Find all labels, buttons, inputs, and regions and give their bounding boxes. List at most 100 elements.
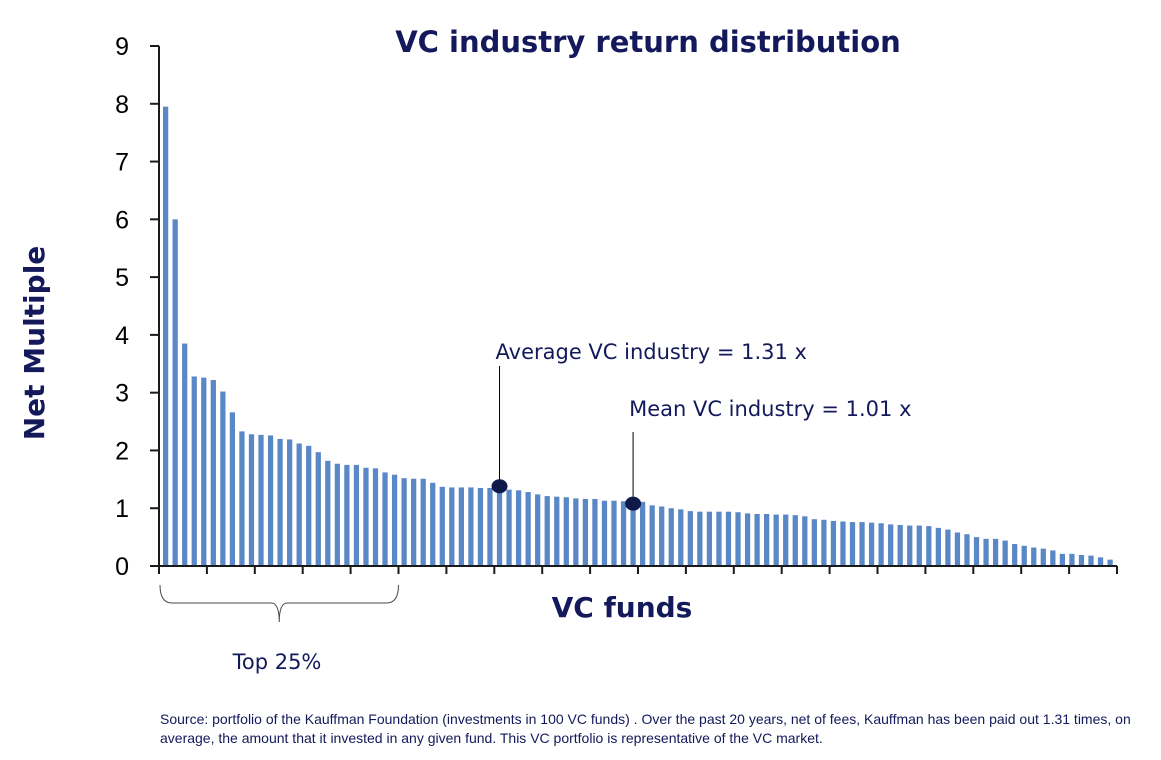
bar <box>458 487 464 566</box>
bar <box>353 464 360 566</box>
bar <box>363 467 369 566</box>
bar <box>172 219 178 567</box>
bar <box>916 525 922 566</box>
bar <box>239 431 245 566</box>
bar <box>764 514 770 566</box>
bar <box>1078 555 1085 566</box>
y-tick-label: 3 <box>115 380 129 408</box>
annotation-label: Average VC industry = 1.31 x <box>496 340 807 364</box>
bar <box>697 511 703 566</box>
bar <box>401 478 407 566</box>
bar <box>630 501 636 566</box>
bar <box>1012 544 1018 566</box>
bar <box>868 522 875 566</box>
bar <box>601 500 608 566</box>
bar <box>687 511 693 566</box>
bar <box>277 438 283 566</box>
bar <box>430 482 436 566</box>
y-tick-label: 5 <box>115 264 129 292</box>
y-tick-label: 1 <box>115 495 129 523</box>
bar <box>535 494 541 566</box>
y-tick-label: 8 <box>115 91 129 119</box>
bar <box>735 512 741 566</box>
bar <box>287 439 293 566</box>
bar <box>1002 540 1008 566</box>
bar <box>754 514 760 566</box>
top-25-bracket <box>159 584 399 623</box>
bar <box>1050 550 1056 566</box>
bar <box>258 434 264 566</box>
bar <box>744 513 751 566</box>
bar <box>163 106 169 567</box>
y-tick-label: 4 <box>115 322 129 350</box>
bar <box>926 526 932 566</box>
bar <box>496 489 503 566</box>
y-tick-label: 7 <box>115 149 129 177</box>
bar <box>372 468 379 566</box>
bar <box>248 434 255 566</box>
bar <box>449 487 455 566</box>
bar <box>1021 545 1027 566</box>
bar <box>220 391 226 566</box>
bar <box>582 498 589 566</box>
bar <box>973 537 980 566</box>
bar <box>811 519 817 566</box>
bar <box>201 377 207 566</box>
bar <box>439 486 445 566</box>
bar <box>888 524 894 566</box>
bar <box>897 524 903 566</box>
bar <box>620 501 627 566</box>
axes-group: 0 1 2 3 4 5 6 7 8 9 <box>115 33 1118 581</box>
y-tick-label: 9 <box>115 33 129 61</box>
bar <box>267 435 274 566</box>
bar <box>773 514 779 566</box>
bar <box>515 490 522 566</box>
bar <box>611 500 617 566</box>
bar <box>649 505 655 566</box>
bar <box>306 445 312 566</box>
bracket-label: Top 25% <box>232 650 322 674</box>
bar <box>964 534 970 566</box>
bar <box>668 508 674 566</box>
bar <box>849 522 856 566</box>
bar <box>210 379 216 566</box>
bar <box>506 489 512 566</box>
bar <box>830 520 837 566</box>
bar <box>802 516 808 566</box>
bars-group <box>163 106 1113 567</box>
bar <box>191 376 197 566</box>
y-tick-label: 0 <box>115 553 129 581</box>
bar <box>487 488 493 566</box>
bar <box>954 532 961 566</box>
bar <box>544 496 550 566</box>
bar <box>1031 547 1037 566</box>
bar <box>1107 559 1113 566</box>
bar <box>1069 553 1075 566</box>
bar <box>678 509 684 566</box>
bar <box>878 523 884 566</box>
bar <box>563 497 569 566</box>
bar <box>1059 553 1066 566</box>
bar <box>1097 557 1104 566</box>
annotation-marker <box>625 496 642 511</box>
bar <box>573 498 579 566</box>
bar <box>716 511 722 566</box>
bar <box>935 527 941 566</box>
bar <box>983 538 989 566</box>
bar <box>182 343 188 566</box>
bar <box>821 519 827 566</box>
bar <box>382 472 388 566</box>
bar <box>525 492 531 566</box>
y-tick-label: 2 <box>115 437 129 465</box>
source-note: Source: portfolio of the Kauffman Founda… <box>160 711 1131 746</box>
bar <box>554 496 560 566</box>
bar <box>315 452 321 566</box>
bar <box>859 522 865 566</box>
bar <box>411 478 417 566</box>
bar <box>783 514 789 566</box>
annotations-group: Average VC industry = 1.31 x Mean VC indu… <box>491 340 912 511</box>
chart-title: VC industry return distribution <box>395 25 901 59</box>
bar <box>1088 555 1094 566</box>
bracket-path <box>159 584 399 623</box>
